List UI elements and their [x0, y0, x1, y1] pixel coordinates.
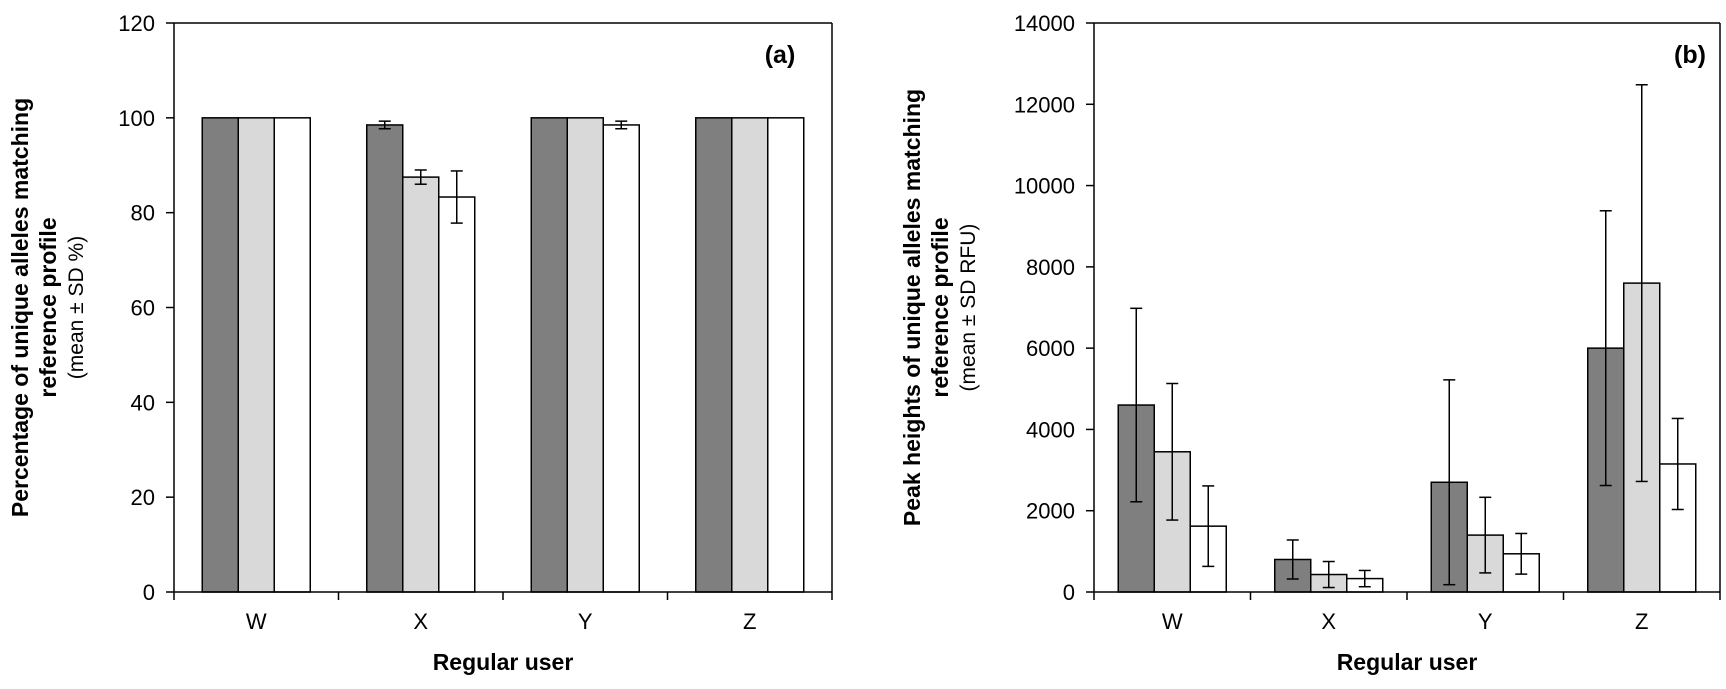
bar: [530, 117, 568, 593]
bar: [695, 117, 733, 593]
y-axis-title-line: reference profile: [927, 217, 953, 397]
bar: [366, 124, 404, 593]
bar: [201, 117, 239, 593]
x-tick-label: Z: [743, 609, 756, 634]
y-tick-label: 0: [1063, 580, 1075, 605]
y-tick-label: 2000: [1026, 499, 1075, 524]
x-axis-title: Regular user: [1337, 649, 1478, 675]
bar: [602, 124, 640, 593]
bar: [237, 117, 275, 593]
bar: [402, 176, 440, 593]
chart-panel-a: 0 20 40 60 80 100 120 W X Y Z Regular user (a) Percen…: [7, 11, 833, 675]
y-tick-label: 100: [118, 106, 155, 131]
x-tick-label: Z: [1635, 609, 1648, 634]
y-axis-title-line: Peak heights of unique alleles matching: [899, 89, 925, 526]
x-tick-label: X: [1321, 609, 1336, 634]
y-axis-title-line: (mean ± SD RFU): [957, 224, 980, 392]
y-tick-label: 8000: [1026, 255, 1075, 280]
bar: [767, 117, 805, 593]
x-axis-title: Regular user: [433, 649, 574, 675]
x-tick-label: X: [413, 609, 428, 634]
x-tick-label: W: [1162, 609, 1183, 634]
y-tick-label: 4000: [1026, 417, 1075, 442]
y-tick-label: 12000: [1014, 92, 1075, 117]
panel-label: (b): [1674, 41, 1706, 69]
y-tick-label: 10000: [1014, 174, 1075, 199]
y-tick-label: 60: [131, 296, 155, 321]
y-axis-title-line: Percentage of unique alleles matching: [7, 98, 33, 517]
bar: [438, 196, 476, 593]
y-axis-title-line: (mean ± SD %): [65, 236, 88, 379]
y-tick-label: 40: [131, 390, 155, 415]
y-tick-label: 14000: [1014, 11, 1075, 36]
chart-panel-b: 0 2000 4000 6000 8000 10000 12000 14000 W X Y Z Regu…: [899, 11, 1721, 675]
bar: [566, 117, 604, 593]
y-tick-label: 0: [143, 580, 155, 605]
panel-label: (a): [765, 41, 796, 69]
x-tick-label: W: [246, 609, 267, 634]
bar: [731, 117, 769, 593]
y-tick-label: 80: [131, 201, 155, 226]
y-tick-label: 20: [131, 485, 155, 510]
y-axis-title-line: reference profile: [35, 217, 61, 397]
bar: [273, 117, 311, 593]
x-tick-label: Y: [1478, 609, 1493, 634]
y-tick-label: 120: [118, 11, 155, 36]
x-tick-label: Y: [578, 609, 593, 634]
y-tick-label: 6000: [1026, 336, 1075, 361]
